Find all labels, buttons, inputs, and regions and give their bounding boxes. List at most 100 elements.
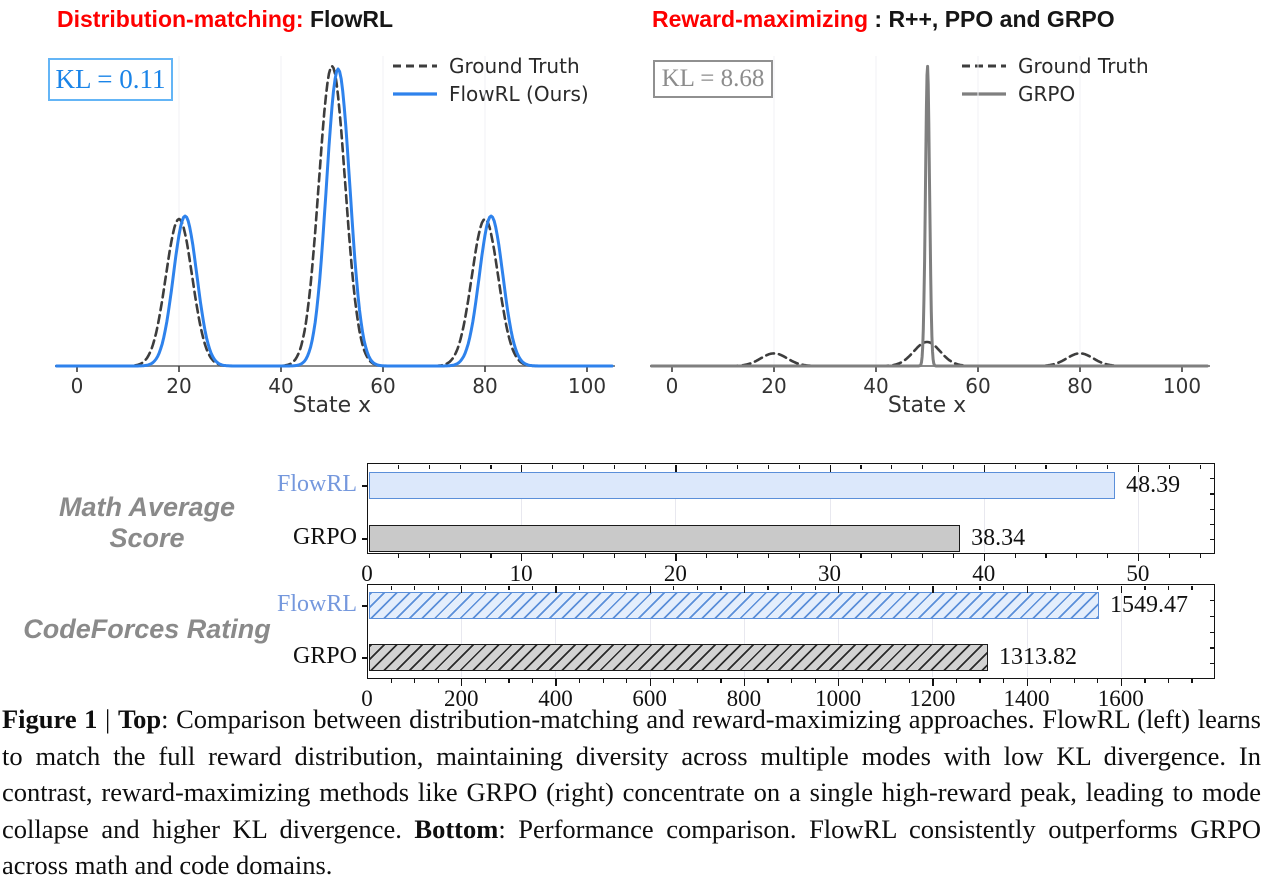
x-minor-tick (613, 554, 615, 558)
x-major-tick (1137, 554, 1140, 561)
x-minor-tick (720, 679, 722, 683)
x-tick-label: 1600 (1097, 686, 1144, 711)
x-minor-tick (673, 679, 675, 683)
x-minor-tick (626, 585, 628, 590)
right-legend: Ground Truth GRPO (962, 52, 1149, 108)
left-title-black: FlowRL (303, 6, 394, 32)
x-minor-tick (531, 585, 534, 590)
x-minor-tick (814, 679, 816, 683)
value-label-grpo: 38.34 (971, 525, 1026, 551)
right-title-red: Reward-maximizing (652, 6, 868, 32)
x-minor-tick (1144, 679, 1146, 683)
x-minor-tick (1144, 585, 1146, 590)
x-major-tick (932, 585, 934, 593)
x-minor-tick (1107, 464, 1109, 469)
x-major-tick (649, 679, 651, 686)
x-minor-tick (613, 464, 615, 469)
x-minor-tick (885, 585, 887, 590)
y-minor-tick (1209, 538, 1214, 541)
x-minor-tick (1167, 585, 1170, 590)
x-major-tick (649, 585, 651, 593)
x-tick-label: 50 (1126, 561, 1150, 586)
x-major-tick (675, 464, 677, 472)
x-minor-tick (767, 554, 770, 558)
y-minor-tick (1209, 523, 1214, 525)
x-minor-tick (602, 585, 604, 590)
solid-blue-line-sample (393, 92, 437, 96)
x-minor-tick (508, 585, 510, 590)
curve-ground-truth (650, 340, 1209, 368)
x-minor-tick (1168, 464, 1170, 469)
x-major-tick (555, 679, 557, 686)
category-label-grpo: GRPO (292, 524, 357, 550)
y-tick (361, 657, 367, 659)
grpo-distribution-svg: 0 20 40 60 80 100 (650, 56, 1210, 398)
gridline (1137, 464, 1139, 553)
x-minor-tick (814, 585, 816, 590)
x-minor-tick (490, 554, 492, 558)
x-minor-tick (860, 554, 862, 558)
gridline (675, 464, 677, 553)
x-minor-tick (860, 464, 862, 469)
y-minor-tick (1209, 615, 1214, 617)
gridline (983, 464, 985, 553)
dashed-line-sample (393, 64, 437, 68)
x-tick-label: 60 (965, 374, 990, 398)
gridline (838, 585, 840, 678)
x-minor-tick (428, 554, 430, 558)
x-major-tick (829, 554, 831, 561)
category-label-flowrl: FlowRL (276, 471, 357, 497)
legend-item-grpo: GRPO (962, 80, 1149, 108)
legend-label: Ground Truth (1018, 54, 1149, 78)
bar-flowrl (368, 592, 1099, 619)
y-tick (361, 538, 367, 540)
x-minor-tick (737, 554, 739, 558)
x-minor-tick (414, 585, 416, 590)
x-minor-tick (1050, 679, 1052, 683)
x-minor-tick (579, 585, 581, 590)
bar-grpo (368, 525, 960, 552)
x-minor-tick (1076, 464, 1078, 469)
x-major-tick (1120, 679, 1122, 686)
x-minor-tick (798, 464, 800, 469)
x-tick-label: 0 (361, 561, 373, 586)
x-major-tick (932, 679, 934, 686)
x-minor-tick (644, 464, 646, 469)
x-major-tick (838, 679, 840, 686)
x-major-tick (521, 464, 523, 472)
x-major-tick (555, 585, 557, 593)
x-minor-tick (1073, 679, 1075, 683)
x-tick-label: 1200 (909, 686, 956, 711)
legend-label: GRPO (1018, 82, 1076, 106)
x-major-tick (461, 585, 463, 593)
x-minor-tick (626, 679, 628, 683)
x-tick-label: 40 (268, 374, 293, 398)
x-minor-tick (397, 554, 400, 558)
right-xaxis-label: State x (887, 393, 967, 418)
x-minor-tick (798, 554, 800, 558)
math-bar-chart: 48.39 FlowRL 38.34 GRPO 0 10 20 30 40 50 (277, 463, 1215, 594)
x-minor-tick (1191, 585, 1193, 590)
legend-item-ground-truth: Ground Truth (962, 52, 1149, 80)
x-major-tick (829, 464, 831, 472)
x-minor-tick (1097, 679, 1099, 683)
category-label-grpo: GRPO (292, 643, 357, 669)
gridline (461, 585, 463, 678)
x-minor-tick (861, 585, 863, 590)
y-minor-tick (1209, 663, 1214, 665)
x-minor-tick (484, 679, 486, 683)
x-minor-tick (414, 679, 416, 683)
x-minor-tick (979, 679, 981, 683)
x-minor-tick (1168, 554, 1170, 558)
x-minor-tick (952, 554, 955, 558)
x-minor-tick (1014, 554, 1016, 558)
x-minor-tick (767, 464, 770, 469)
grpo-line-plot: 0 20 40 60 80 100 (650, 50, 1210, 402)
caption-segment: : Comparison between distribution-matchi… (2, 704, 1261, 844)
x-minor-tick (1003, 679, 1005, 683)
y-minor-tick (1209, 493, 1214, 495)
x-tick-label: 40 (972, 561, 996, 586)
x-minor-tick (696, 679, 698, 683)
x-minor-tick (484, 585, 486, 590)
